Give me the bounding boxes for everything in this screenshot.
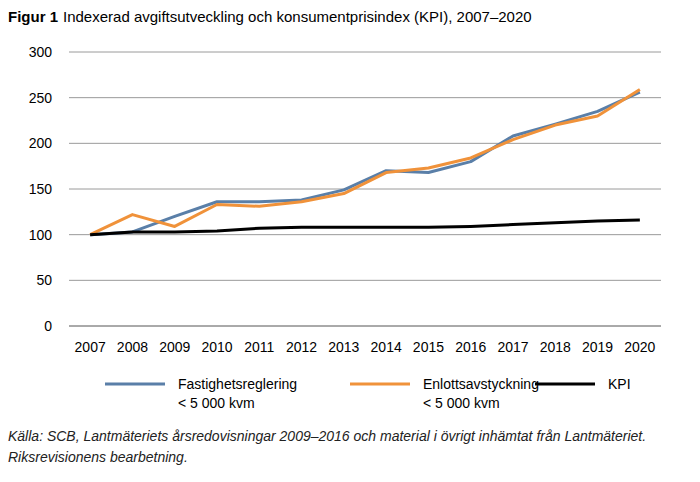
y-tick-label: 250 bbox=[29, 90, 53, 106]
grid-line bbox=[69, 143, 661, 144]
legend-label: Fastighetsreglering < 5 000 kvm bbox=[178, 376, 297, 411]
x-tick-label: 2019 bbox=[582, 339, 613, 355]
y-tick-label: 200 bbox=[29, 135, 53, 151]
x-tick-label: 2015 bbox=[413, 339, 444, 355]
legend-line: < 5 000 kvm bbox=[178, 395, 255, 411]
grid-line bbox=[69, 280, 661, 281]
y-tick-label: 50 bbox=[36, 272, 52, 288]
series-line bbox=[90, 92, 640, 234]
title-text: Indexerad avgiftsutveckling och konsumen… bbox=[63, 8, 532, 25]
grid-line bbox=[69, 234, 661, 235]
legend-label: KPI bbox=[608, 376, 631, 392]
legend-swatch bbox=[535, 383, 595, 386]
y-tick-label: 100 bbox=[29, 227, 53, 243]
x-tick-label: 2017 bbox=[497, 339, 528, 355]
legend-line: < 5 000 kvm bbox=[423, 395, 500, 411]
grid-line bbox=[69, 326, 661, 327]
series-line bbox=[90, 220, 640, 235]
y-tick-label: 150 bbox=[29, 181, 53, 197]
x-tick-label: 2011 bbox=[244, 339, 274, 355]
source: Källa: SCB, Lantmäteriets årsredovisning… bbox=[8, 426, 668, 468]
legend-swatch bbox=[105, 383, 165, 386]
grid-line bbox=[69, 189, 661, 190]
x-tick-label: 2018 bbox=[540, 339, 571, 355]
x-tick-label: 2020 bbox=[624, 339, 655, 355]
x-tick-label: 2009 bbox=[159, 339, 190, 355]
series-line bbox=[90, 89, 640, 234]
y-tick-label: 300 bbox=[29, 44, 53, 60]
title: Figur 1 Indexerad avgiftsutveckling och k… bbox=[8, 8, 532, 25]
x-tick-label: 2014 bbox=[371, 339, 402, 355]
legend-swatch bbox=[350, 383, 410, 386]
y-tick-label: 0 bbox=[44, 318, 52, 334]
figure-label: Figur 1 bbox=[8, 8, 58, 25]
grid-line bbox=[69, 52, 661, 53]
legend-label: Enlottsavstyckning < 5 000 kvm bbox=[423, 376, 539, 411]
x-tick-label: 2008 bbox=[117, 339, 148, 355]
x-tick-label: 2010 bbox=[201, 339, 232, 355]
x-tick-label: 2012 bbox=[286, 339, 317, 355]
legend-line: Enlottsavstyckning bbox=[423, 376, 539, 392]
plot-lines bbox=[90, 89, 640, 234]
x-tick-label: 2016 bbox=[455, 339, 486, 355]
x-tick-label: 2007 bbox=[75, 339, 106, 355]
x-tick-label: 2013 bbox=[328, 339, 359, 355]
legend-line: Fastighetsreglering bbox=[178, 376, 297, 392]
grid-line bbox=[69, 97, 661, 98]
